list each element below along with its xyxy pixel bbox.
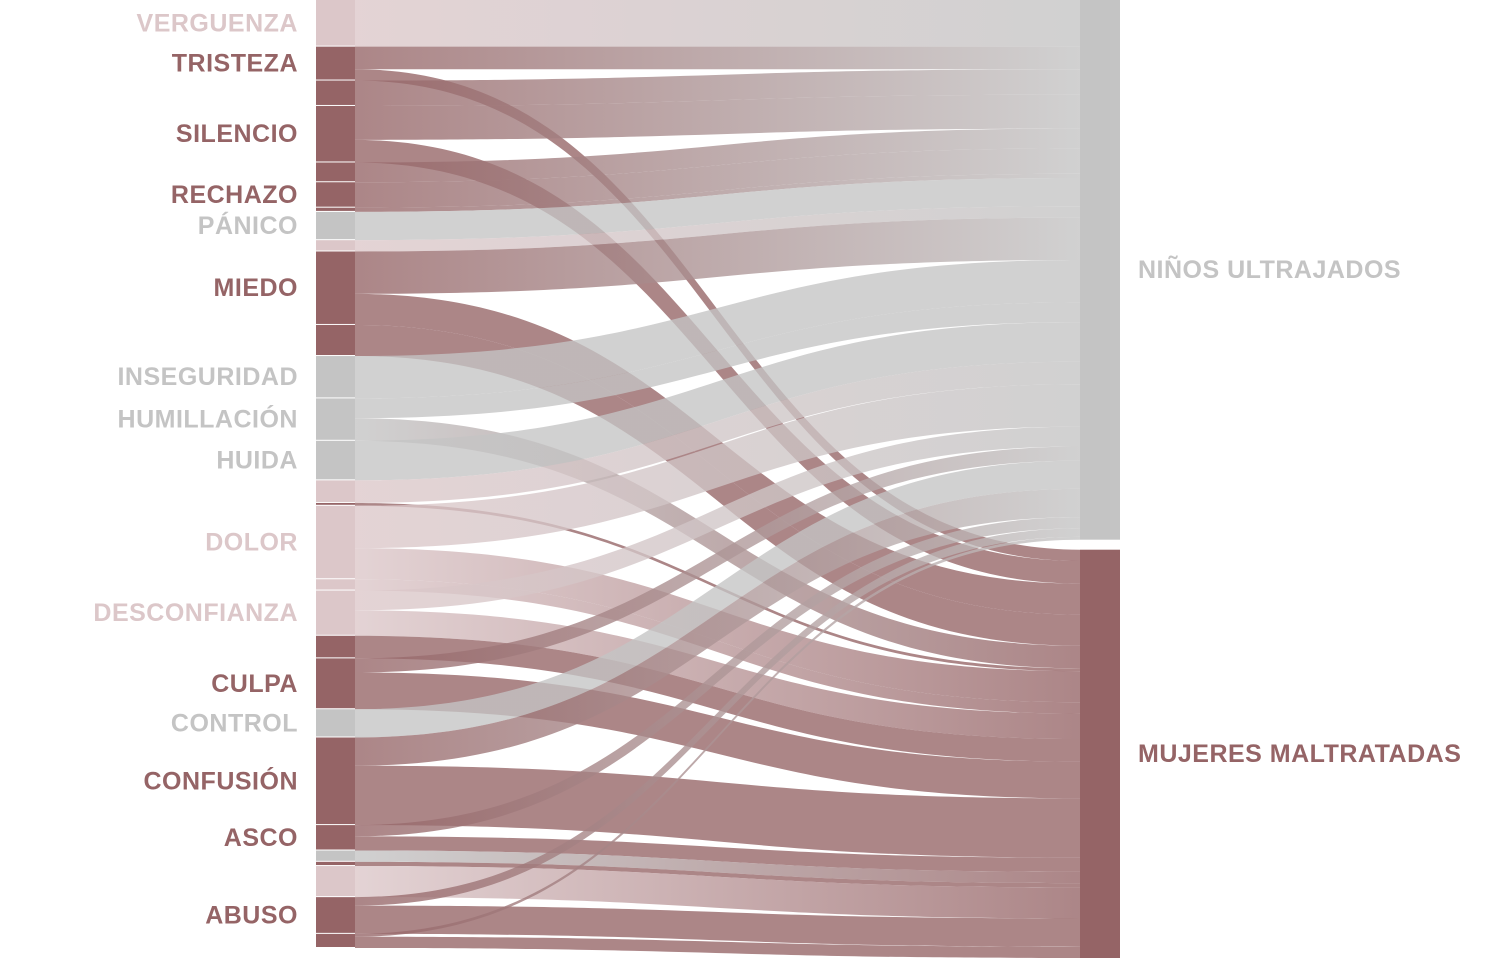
flow-link-18: [355, 361, 1080, 503]
source-node-15: [316, 502, 355, 505]
flow-link-23: [355, 426, 1080, 611]
flow-link-16: [355, 418, 1080, 669]
source-node-13: [316, 440, 355, 480]
flow-link-14: [355, 259, 1080, 399]
flow-link-28: [355, 460, 1080, 738]
flow-link-34: [355, 861, 1080, 888]
source-label-20: CULPA: [211, 670, 298, 698]
flow-link-11: [355, 217, 1080, 294]
flow-link-8: [355, 173, 1080, 212]
source-node-26: [316, 866, 355, 897]
source-node-14: [316, 480, 355, 502]
source-label-12: HUMILLACIÓN: [118, 404, 298, 434]
source-node-21: [316, 709, 355, 737]
source-node-2: [316, 80, 355, 105]
flow-link-10: [355, 206, 1080, 252]
source-label-18: DESCONFIANZA: [93, 599, 298, 627]
flow-link-15: [355, 302, 1080, 419]
source-label-23: ASCO: [224, 824, 298, 852]
flow-link-3: [355, 69, 1080, 106]
flow-link-4: [355, 94, 1080, 140]
source-node-17: [316, 579, 355, 590]
source-label-1: TRISTEZA: [172, 50, 298, 78]
flow-link-38: [355, 536, 1080, 937]
source-node-22: [316, 737, 355, 825]
flow-link-22: [355, 579, 1080, 714]
source-node-11: [316, 356, 355, 398]
flow-link-39: [355, 936, 1080, 958]
source-node-27: [316, 897, 355, 933]
target-node-1: [1080, 549, 1120, 958]
source-node-20: [316, 658, 355, 709]
flow-link-0: [355, 0, 1080, 47]
source-node-6: [316, 207, 355, 211]
flow-link-25: [355, 635, 1080, 762]
source-label-13: HUIDA: [216, 447, 298, 475]
source-node-23: [316, 825, 355, 850]
flow-link-35: [355, 866, 1080, 919]
source-node-0: [316, 0, 355, 46]
source-label-22: CONFUSIÓN: [144, 765, 299, 795]
source-node-5: [316, 182, 355, 207]
target-nodes: [1080, 0, 1120, 958]
source-node-12: [316, 398, 355, 440]
source-node-10: [316, 324, 355, 356]
source-label-9: MIEDO: [214, 274, 298, 302]
source-label-5: RECHAZO: [171, 181, 298, 209]
flow-link-29: [355, 488, 1080, 766]
flow-link-9: [355, 178, 1080, 241]
source-label-3: SILENCIO: [176, 120, 298, 148]
flow-link-17: [355, 322, 1080, 481]
source-label-0: VERGUENZA: [137, 9, 298, 37]
source-node-18: [316, 590, 355, 635]
links-layer: [355, 0, 1080, 958]
source-node-7: [316, 211, 355, 240]
target-label-1: MUJERES MALTRATADAS: [1138, 740, 1461, 768]
source-node-25: [316, 861, 355, 866]
flow-link-7: [355, 148, 1080, 208]
source-label-21: CONTROL: [171, 709, 298, 737]
source-label-27: ABUSO: [205, 902, 298, 930]
flow-link-20: [355, 384, 1080, 549]
source-node-3: [316, 105, 355, 162]
source-node-9: [316, 251, 355, 324]
source-node-8: [316, 240, 355, 251]
flow-link-32: [355, 836, 1080, 872]
flow-link-1: [355, 46, 1080, 70]
source-node-28: [316, 933, 355, 947]
flow-link-6: [355, 128, 1080, 183]
source-label-7: PÁNICO: [198, 211, 298, 240]
source-nodes: [316, 0, 355, 947]
source-node-19: [316, 635, 355, 658]
source-label-16: DOLOR: [205, 529, 298, 557]
flow-link-36: [355, 528, 1080, 906]
flow-link-31: [355, 517, 1080, 837]
flow-link-37: [355, 905, 1080, 947]
flow-link-26: [355, 446, 1080, 673]
source-node-4: [316, 162, 355, 182]
source-node-1: [316, 46, 355, 80]
target-node-0: [1080, 0, 1120, 540]
target-label-0: NIÑOS ULTRAJADOS: [1138, 254, 1401, 284]
flow-link-30: [355, 765, 1080, 858]
source-node-16: [316, 505, 355, 579]
source-node-24: [316, 850, 355, 861]
source-label-11: INSEGURIDAD: [117, 363, 298, 391]
